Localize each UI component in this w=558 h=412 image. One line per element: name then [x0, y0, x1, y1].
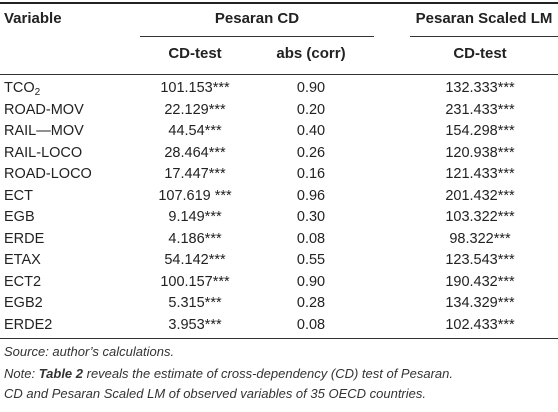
row-scaled-lm: 103.322***	[445, 209, 515, 225]
row-cd-test: 4.186***	[168, 230, 222, 247]
table-note-line2: CD and Pesaran Scaled LM of observed var…	[4, 386, 426, 401]
row-cd-test: 107.619 ***	[158, 187, 232, 204]
row-scaled-lm: 154.298***	[445, 123, 515, 139]
row-scaled-lm: 134.329***	[445, 295, 515, 311]
row-variable: RAIL—MOV	[4, 123, 84, 139]
row-variable: EGB	[4, 209, 35, 225]
row-abs-corr: 0.90	[296, 80, 326, 96]
row-abs-corr: 0.20	[296, 101, 326, 118]
row-abs-corr: 0.08	[296, 230, 326, 247]
row-abs-corr: 0.28	[296, 295, 326, 311]
subheader-cd-test: CD-test	[168, 45, 222, 62]
row-scaled-lm: 190.432***	[445, 273, 515, 290]
top-rule	[0, 2, 558, 4]
row-abs-corr: 0.30	[296, 209, 326, 225]
header-pesaran-cd: Pesaran CD	[214, 10, 300, 27]
table-note-line1: Note: Table 2 reveals the estimate of cr…	[4, 366, 453, 381]
note-text: reveals the estimate of cross-dependency…	[83, 366, 453, 381]
row-scaled-lm: 231.433***	[445, 101, 515, 118]
row-variable: ECT2	[4, 273, 42, 290]
row-variable: ERDE2	[4, 316, 53, 333]
row-variable: ROAD-MOV	[4, 101, 84, 118]
group2-underline	[410, 36, 558, 37]
group1-underline	[140, 36, 374, 37]
row-abs-corr: 0.55	[296, 252, 326, 268]
row-variable: ECT	[4, 187, 33, 204]
header-variable: Variable	[4, 10, 62, 27]
row-scaled-lm: 120.938***	[445, 144, 515, 161]
header-rule	[0, 74, 558, 75]
row-abs-corr: 0.26	[296, 144, 326, 161]
row-variable-subscript: 2	[34, 87, 41, 98]
row-cd-test: 22.129***	[164, 101, 226, 118]
row-variable: ERDE	[4, 230, 45, 247]
note-prefix: Note:	[4, 366, 39, 381]
row-abs-corr: 0.90	[296, 273, 326, 290]
row-scaled-lm: 123.543***	[445, 252, 515, 268]
row-abs-corr: 0.40	[296, 123, 326, 139]
row-cd-test: 3.953***	[168, 316, 222, 333]
row-variable: TCO2	[4, 80, 40, 98]
bottom-rule	[0, 338, 558, 339]
row-variable: ROAD-LOCO	[4, 166, 92, 182]
row-abs-corr: 0.96	[296, 187, 326, 204]
note-table-ref: Table 2	[38, 366, 84, 381]
row-abs-corr: 0.16	[296, 166, 326, 182]
row-cd-test: 54.142***	[164, 252, 226, 268]
row-cd-test: 101.153***	[160, 80, 230, 96]
row-scaled-lm: 132.333***	[445, 80, 515, 96]
row-scaled-lm: 201.432***	[445, 187, 515, 204]
subheader-cd-test-lm: CD-test	[453, 45, 507, 62]
row-scaled-lm: 102.433***	[445, 316, 515, 333]
row-scaled-lm: 121.433***	[445, 166, 515, 182]
source-note: Source: author’s calculations.	[4, 344, 175, 359]
row-cd-test: 17.447***	[164, 166, 226, 182]
header-pesaran-scaled-lm: Pesaran Scaled LM	[415, 10, 553, 27]
row-cd-test: 28.464***	[164, 144, 226, 161]
row-cd-test: 9.149***	[168, 209, 222, 225]
row-variable: EGB2	[4, 295, 43, 311]
row-variable: RAIL-LOCO	[4, 144, 83, 161]
row-variable-name: TCO	[4, 80, 35, 96]
row-cd-test: 100.157***	[160, 273, 230, 290]
row-cd-test: 5.315***	[168, 295, 222, 311]
row-abs-corr: 0.08	[296, 316, 326, 333]
row-scaled-lm: 98.322***	[449, 230, 511, 247]
row-cd-test: 44.54***	[168, 123, 222, 139]
row-variable: ETAX	[4, 252, 41, 268]
subheader-abs-corr: abs (corr)	[276, 45, 346, 62]
